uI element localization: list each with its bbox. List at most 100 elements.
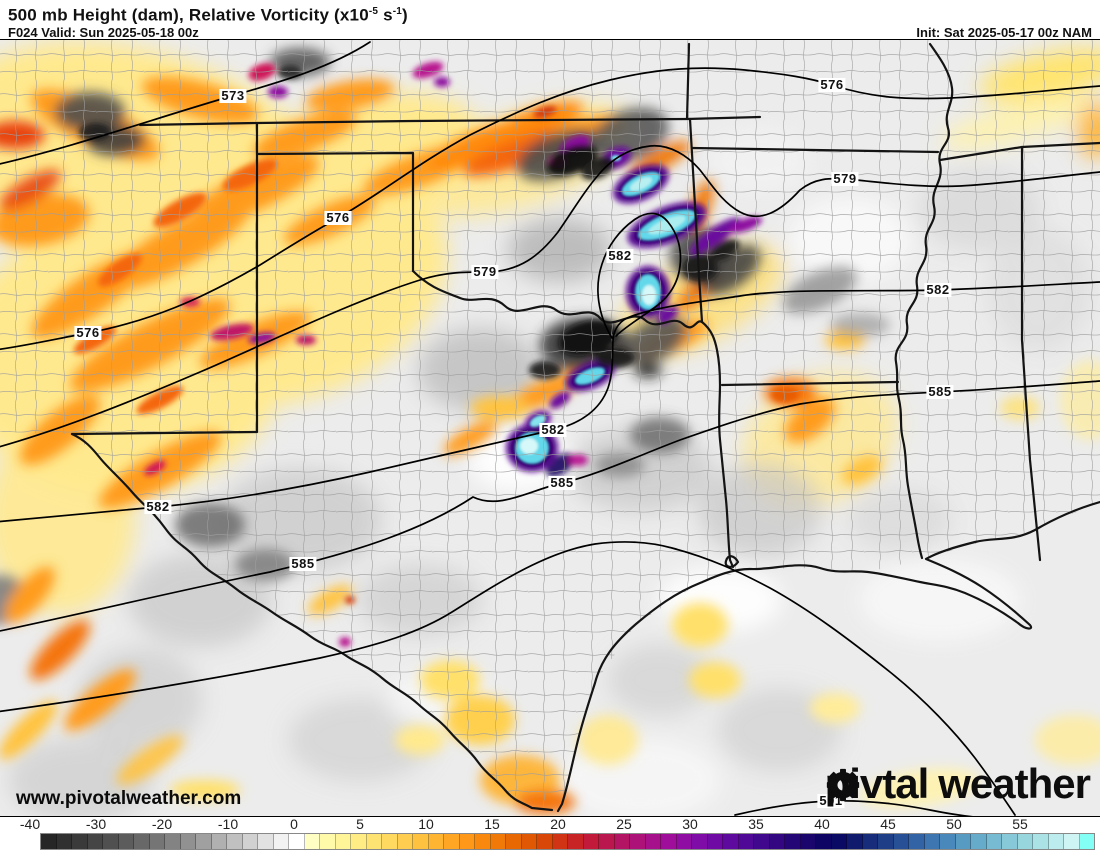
contour-label: 573: [219, 88, 247, 103]
colorbar-segment: [754, 834, 770, 849]
colorbar-tick: 35: [748, 816, 764, 832]
colorbar-segment: [924, 834, 940, 849]
colorbar-tick: 25: [616, 816, 632, 832]
contour-label: 579: [471, 264, 499, 279]
pivotal-weather-logo: piv talweather: [825, 760, 1091, 807]
colorbar-segment: [862, 834, 878, 849]
colorbar-tick: 40: [814, 816, 830, 832]
colorbar-segment: [955, 834, 971, 849]
colorbar-segment: [196, 834, 212, 849]
colorbar-segment: [707, 834, 723, 849]
colorbar-tick: -30: [85, 816, 107, 832]
gear-icon: [826, 768, 859, 802]
contour-label: 582: [606, 248, 634, 263]
colorbar-tick: 5: [356, 816, 364, 832]
colorbar-segment: [490, 834, 506, 849]
colorbar-segment: [769, 834, 785, 849]
colorbar-segment: [428, 834, 444, 849]
colorbar-segment: [692, 834, 708, 849]
contour-label: 582: [539, 422, 567, 437]
logo-text-tal: tal: [882, 760, 929, 807]
colorbar-tick-labels: -40 -30 -20 -10 0 5 10 15 20 25 30 35 40 45 50 55: [0, 817, 1100, 832]
colorbar-segment: [444, 834, 460, 849]
colorbar-segment: [103, 834, 119, 849]
colorbar-segment: [72, 834, 88, 849]
colorbar-segment: [335, 834, 351, 849]
colorbar-segment: [87, 834, 103, 849]
colorbar-segment: [242, 834, 258, 849]
colorbar-segment: [909, 834, 925, 849]
colorbar-segment: [785, 834, 801, 849]
colorbar-segment: [149, 834, 165, 849]
colorbar-segment: [258, 834, 274, 849]
contour-label: 585: [548, 475, 576, 490]
contour-label: 591: [817, 793, 845, 808]
colorbar-segment: [878, 834, 894, 849]
colorbar-segment: [459, 834, 475, 849]
colorbar-segment: [630, 834, 646, 849]
colorbar-segment: [397, 834, 413, 849]
colorbar-segment: [180, 834, 196, 849]
colorbar-tick: 45: [880, 816, 896, 832]
colorbar-tick: 15: [484, 816, 500, 832]
colorbar-segment: [289, 834, 305, 849]
colorbar-segment: [1079, 834, 1094, 849]
colorbar-segment: [614, 834, 630, 849]
contour-label: 582: [144, 499, 172, 514]
colorbar-segment: [521, 834, 537, 849]
colorbar-segment: [211, 834, 227, 849]
colorbar-tick: -40: [19, 816, 41, 832]
contour-label: 576: [324, 210, 352, 225]
colorbar-tick: 55: [1012, 816, 1028, 832]
colorbar-tick: 50: [946, 816, 962, 832]
colorbar-tick: 10: [418, 816, 434, 832]
watermark-url: www.pivotalweather.com: [16, 788, 242, 809]
colorbar-tick: -20: [151, 816, 173, 832]
colorbar-segment: [273, 834, 289, 849]
weather-map: 573 576 576 576 579 579 582 582 582 582 585 585 585 5…: [0, 39, 1100, 817]
colorbar-segment: [56, 834, 72, 849]
colorbar-segment: [986, 834, 1002, 849]
colorbar-segment: [676, 834, 692, 849]
colorbar-segment: [413, 834, 429, 849]
colorbar-segment: [351, 834, 367, 849]
contour-label: 576: [818, 77, 846, 92]
contour-label: 585: [926, 384, 954, 399]
colorbar-segment: [847, 834, 863, 849]
colorbar-segment: [1033, 834, 1049, 849]
page-title: 500 mb Height (dam), Relative Vorticity …: [8, 5, 408, 25]
colorbar-segment: [537, 834, 553, 849]
contour-label: 576: [74, 325, 102, 340]
colorbar-segment: [723, 834, 739, 849]
colorbar-segment: [1017, 834, 1033, 849]
contour-label: 582: [924, 282, 952, 297]
colorbar-segment: [304, 834, 320, 849]
colorbar-segment: [1064, 834, 1080, 849]
colorbar-segment: [366, 834, 382, 849]
colorbar-segment: [599, 834, 615, 849]
colorbar-segment: [475, 834, 491, 849]
colorbar-gradient: [40, 833, 1095, 850]
colorbar-segment: [506, 834, 522, 849]
colorbar-segment: [738, 834, 754, 849]
colorbar-segment: [568, 834, 584, 849]
state-borders: [70, 42, 1100, 813]
colorbar-segment: [800, 834, 816, 849]
colorbar-segment: [41, 834, 57, 849]
colorbar-segment: [552, 834, 568, 849]
colorbar-segment: [165, 834, 181, 849]
logo-text-weather: weather: [938, 760, 1091, 807]
vorticity-map-canvas: [0, 40, 1100, 816]
header: 500 mb Height (dam), Relative Vorticity …: [0, 0, 1100, 40]
colorbar-segment: [1048, 834, 1064, 849]
colorbar-segment: [971, 834, 987, 849]
contour-label: 585: [289, 556, 317, 571]
colorbar-tick: 0: [290, 816, 298, 832]
init-time-label: Init: Sat 2025-05-17 00z NAM: [916, 24, 1092, 40]
vorticity-colorbar: -40 -30 -20 -10 0 5 10 15 20 25 30 35 40 45 50 55: [0, 817, 1100, 850]
valid-time-label: F024 Valid: Sun 2025-05-18 00z: [8, 24, 199, 40]
forecast-meta-row: F024 Valid: Sun 2025-05-18 00z Init: Sat…: [8, 25, 1092, 40]
colorbar-segment: [134, 834, 150, 849]
colorbar-tick: 20: [550, 816, 566, 832]
